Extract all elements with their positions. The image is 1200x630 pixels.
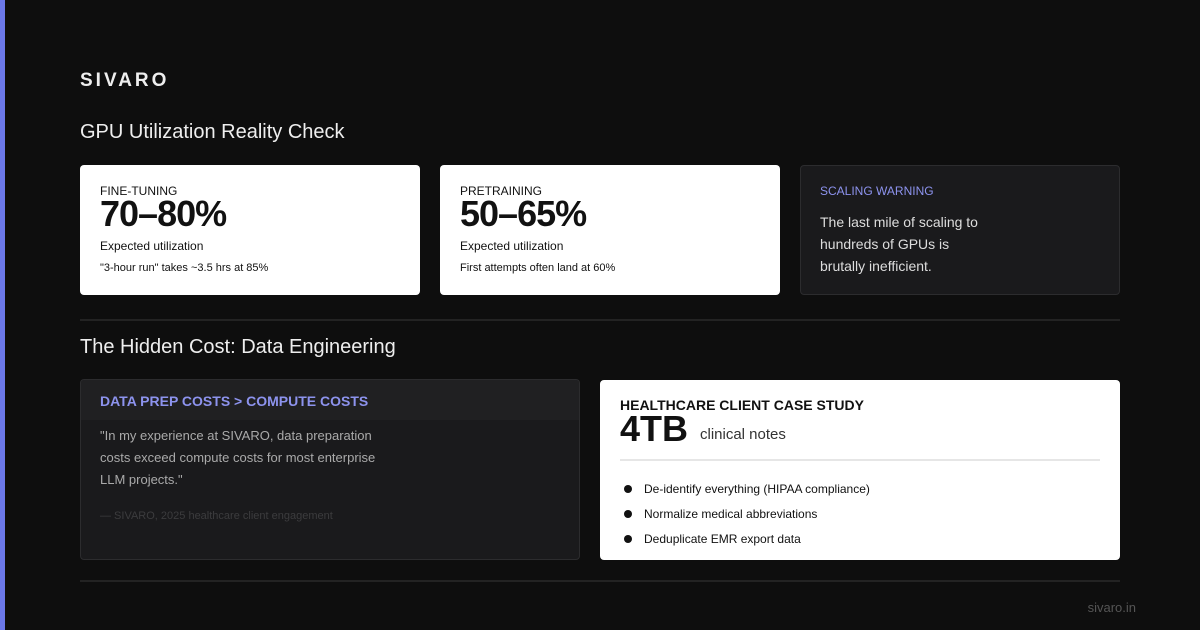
item-text: Deduplicate EMR export data	[644, 532, 801, 546]
divider	[80, 580, 1120, 582]
accent-bar	[0, 0, 5, 630]
value: 50–65%	[460, 193, 587, 234]
rule	[620, 459, 1100, 461]
value: 4TB	[620, 408, 689, 449]
footer: sivaro.in	[1087, 600, 1136, 615]
brand: SIVARO	[80, 70, 170, 91]
section-title: The Hidden Cost: Data Engineering	[80, 336, 396, 358]
note: "3-hour run" takes ~3.5 hrs at 85%	[100, 262, 269, 274]
case-card: HEALTHCARE CLIENT CASE STUDY 4TB clinica…	[600, 380, 1120, 560]
item-text: Normalize medical abbreviations	[644, 507, 818, 521]
source: — SIVARO, 2025 healthcare client engagem…	[100, 510, 333, 522]
item: Normalize medical abbreviations	[624, 502, 870, 527]
stat-card: FINE-TUNING 70–80% Expected utilization …	[80, 165, 420, 295]
quote-card: DATA PREP COSTS > COMPUTE COSTS "In my e…	[80, 379, 580, 560]
value: 70–80%	[100, 193, 227, 234]
label: SCALING WARNING	[820, 184, 934, 198]
label: HEALTHCARE CLIENT CASE STUDY	[620, 397, 864, 413]
line: LLM projects."	[100, 472, 183, 487]
divider	[80, 319, 1120, 321]
note: First attempts often land at 60%	[460, 262, 616, 274]
caption: Expected utilization	[100, 239, 204, 253]
line: hundreds of GPUs is	[820, 236, 950, 252]
item: De-identify everything (HIPAA compliance…	[624, 477, 870, 502]
line: costs exceed compute costs for most ente…	[100, 450, 376, 465]
line: The last mile of scaling to	[820, 214, 978, 230]
list: De-identify everything (HIPAA compliance…	[624, 477, 870, 552]
stat-card: PRETRAINING 50–65% Expected utilization …	[440, 165, 780, 295]
quote: "In my experience at SIVARO, data prepar…	[100, 425, 375, 491]
line: brutally inefficient.	[820, 258, 932, 274]
unit: clinical notes	[700, 426, 786, 443]
header: DATA PREP COSTS > COMPUTE COSTS	[100, 393, 369, 409]
line: "In my experience at SIVARO, data prepar…	[100, 428, 372, 443]
item: Deduplicate EMR export data	[624, 527, 870, 552]
warning-card: SCALING WARNING The last mile of scaling…	[800, 165, 1120, 295]
text: The last mile of scaling to hundreds of …	[820, 211, 978, 277]
label: FINE-TUNING	[100, 184, 178, 198]
item-text: De-identify everything (HIPAA compliance…	[644, 482, 870, 496]
label: PRETRAINING	[460, 184, 543, 198]
header-bg	[81, 380, 579, 420]
caption: Expected utilization	[460, 239, 564, 253]
section-title: GPU Utilization Reality Check	[80, 121, 345, 143]
